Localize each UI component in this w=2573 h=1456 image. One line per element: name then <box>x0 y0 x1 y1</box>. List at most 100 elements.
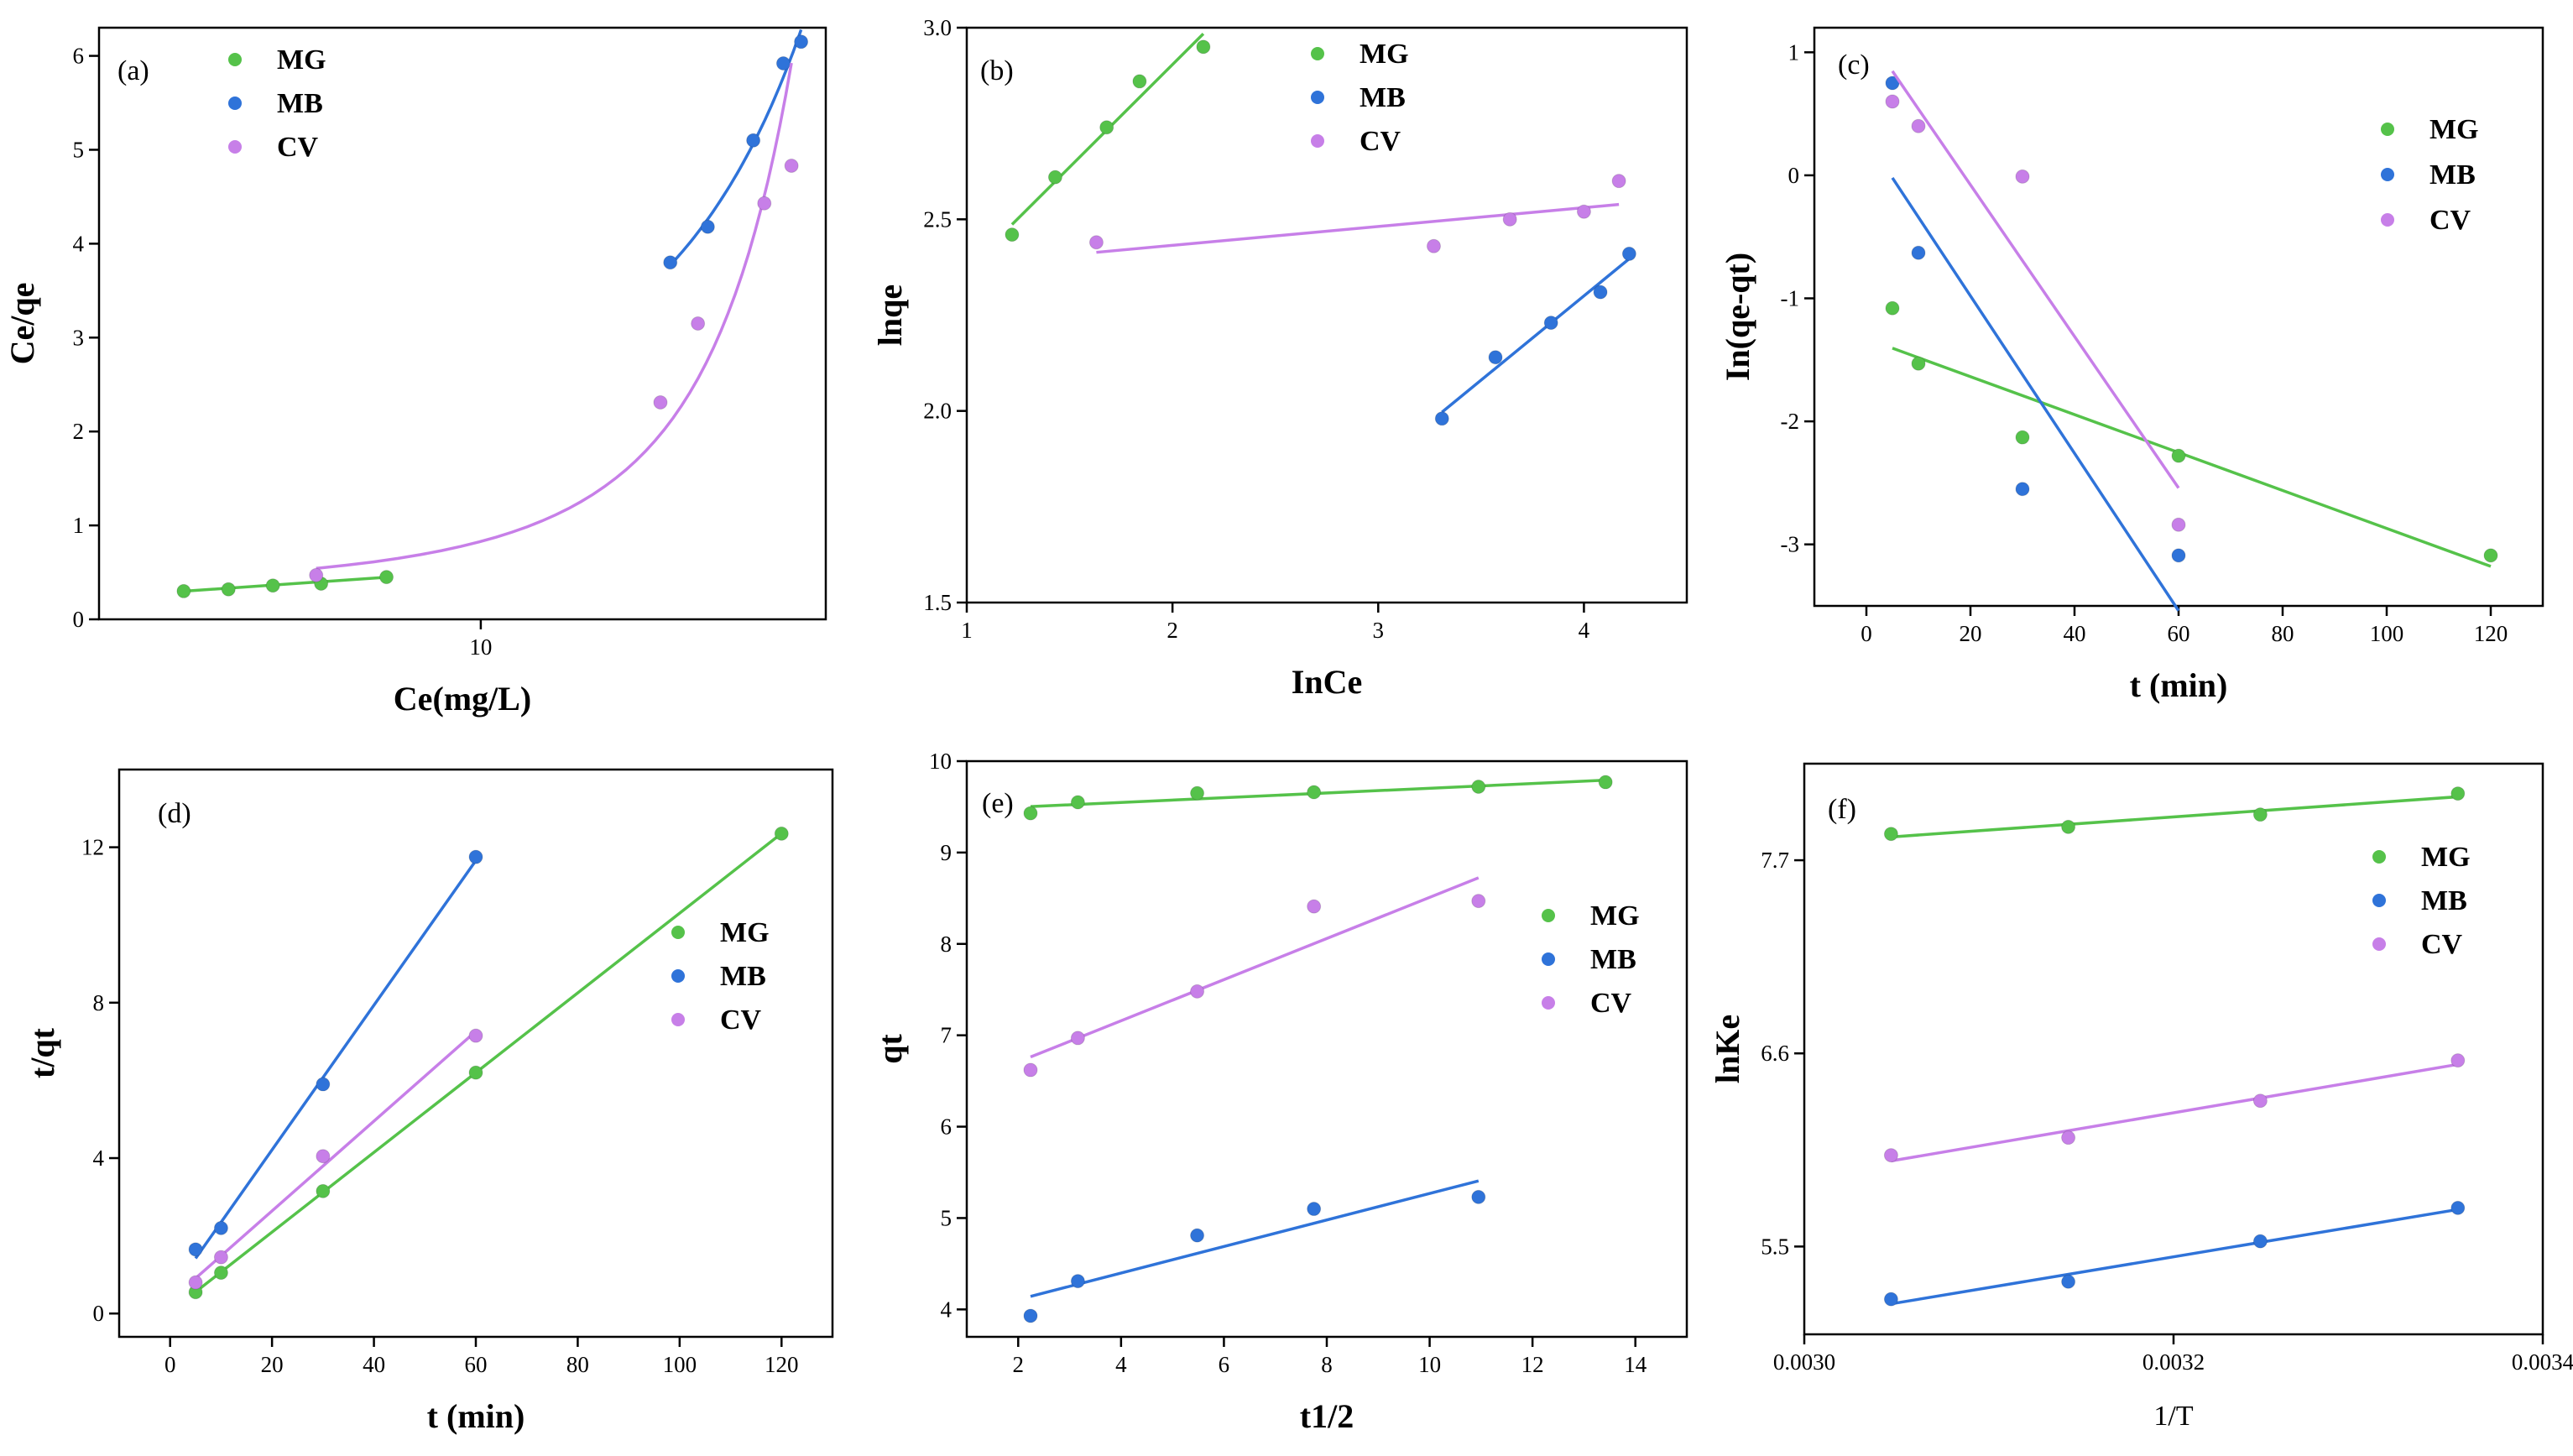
data-point <box>2483 548 2498 563</box>
y-tick-label: 8 <box>93 990 105 1015</box>
data-point <box>1070 1274 1085 1289</box>
x-tick-label: 40 <box>2064 621 2086 646</box>
data-point <box>794 34 809 50</box>
y-tick-label: 4 <box>73 231 85 256</box>
y-tick-label: 0 <box>73 607 85 632</box>
data-point <box>1598 775 1613 790</box>
legend-marker-mb <box>1542 952 1555 966</box>
panel-tag: (f) <box>1828 794 1856 825</box>
fit-line <box>1891 1208 2459 1306</box>
x-tick-label: 2 <box>1166 618 1178 643</box>
y-axis-title: lnKe <box>1709 1015 1746 1083</box>
legend-label-mg: MG <box>2421 842 2471 873</box>
data-point <box>1543 316 1558 331</box>
data-point <box>213 1266 228 1281</box>
y-tick-label: 3.0 <box>923 15 952 40</box>
data-point <box>1883 1148 1898 1163</box>
data-point <box>316 1149 331 1164</box>
panel-tag: (b) <box>980 55 1014 86</box>
data-point <box>653 395 668 410</box>
plot-frame <box>965 759 1688 1339</box>
x-tick-label: 8 <box>1321 1352 1333 1377</box>
data-point <box>309 567 324 582</box>
legend-marker-cv <box>2372 937 2386 951</box>
panel-a: 10 0 1 2 3 4 5 6 Ce(mg/L) Ce/qe (a) MG MB CV <box>3 26 827 718</box>
legend-label-cv: CV <box>1590 988 1632 1019</box>
y-axis-title: Ce/qe <box>3 283 41 365</box>
x-tick-label: 60 <box>465 1352 488 1377</box>
y-tick-label: -2 <box>1781 409 1800 434</box>
y-tick-label: 6 <box>941 1114 952 1140</box>
x-tick-label: 100 <box>663 1352 697 1377</box>
data-point <box>757 196 772 211</box>
fit-line <box>1891 176 2180 612</box>
y-tick-label: -1 <box>1781 286 1800 311</box>
x-tick-label: 40 <box>363 1352 385 1377</box>
series-mg <box>1005 33 1211 243</box>
y-axis-title: t/qt <box>23 1027 61 1078</box>
legend-label-cv: CV <box>2429 205 2471 236</box>
data-point <box>1434 411 1449 426</box>
legend-marker-mg <box>2381 123 2394 136</box>
y-axis-title: qt <box>871 1034 909 1064</box>
legend-marker-cv <box>2381 213 2394 227</box>
y-tick-label: 8 <box>941 932 952 957</box>
data-point <box>316 1183 331 1198</box>
y-tick-label: 0 <box>1788 163 1800 188</box>
panel-tag: (d) <box>158 798 191 829</box>
data-point <box>1307 785 1322 800</box>
data-point <box>2252 1093 2268 1109</box>
fit-line <box>1441 258 1631 414</box>
data-point <box>1885 300 1900 316</box>
y-tick-label: 9 <box>941 840 952 865</box>
x-tick-label: 10 <box>469 634 492 660</box>
y-tick-label: 2.0 <box>923 399 952 424</box>
data-point <box>1190 785 1205 801</box>
fit-line <box>194 859 478 1260</box>
legend-marker-cv <box>228 140 242 154</box>
x-tick-label: 0.0034 <box>2512 1349 2573 1375</box>
legend-marker-mg <box>671 926 685 939</box>
x-tick-label: 100 <box>2370 621 2404 646</box>
y-tick-label: 1.5 <box>923 590 952 615</box>
data-point <box>1005 227 1020 243</box>
fit-line <box>1892 347 2492 568</box>
data-point <box>1023 1062 1038 1078</box>
y-tick-label: 5 <box>73 137 85 162</box>
y-tick-label: 12 <box>81 835 104 860</box>
data-point <box>1023 806 1038 821</box>
x-axis-title: t (min) <box>427 1397 525 1435</box>
data-point <box>700 219 715 234</box>
panel-c: 0 20 40 60 80 100 120 -3 -2 -1 0 1 t (min) In(qe-qt) (… <box>1719 26 2544 704</box>
y-tick-label: 1 <box>1788 39 1800 65</box>
legend-marker-mb <box>2372 894 2386 907</box>
data-point <box>2171 448 2186 463</box>
data-point <box>2450 786 2466 801</box>
data-point <box>2015 430 2030 445</box>
data-point <box>2061 1274 2076 1289</box>
legend-label-mg: MG <box>720 917 770 948</box>
data-point <box>1307 899 1322 914</box>
legend-marker-mb <box>228 97 242 110</box>
data-point <box>746 133 761 148</box>
legend-label-mb: MB <box>1590 944 1636 975</box>
y-tick-label: 10 <box>929 749 952 774</box>
data-point <box>1047 170 1062 185</box>
legend-label-mb: MB <box>2429 159 2476 190</box>
series-mb <box>1023 1179 1486 1323</box>
data-point <box>2252 807 2268 822</box>
data-point <box>213 1220 228 1235</box>
legend-label-mb: MB <box>1360 82 1406 113</box>
x-tick-label: 4 <box>1115 1352 1127 1377</box>
x-tick-label: 0 <box>1861 621 1872 646</box>
data-point <box>2015 482 2030 497</box>
data-point <box>1190 984 1205 999</box>
y-tick-label: 1 <box>73 513 85 538</box>
data-point <box>1911 356 1926 371</box>
data-point <box>1471 1189 1486 1204</box>
fit-line <box>194 832 783 1293</box>
x-tick-label: 80 <box>566 1352 589 1377</box>
y-tick-label: 7 <box>941 1023 952 1048</box>
x-tick-label: 4 <box>1579 618 1590 643</box>
fit-curve <box>316 62 793 571</box>
